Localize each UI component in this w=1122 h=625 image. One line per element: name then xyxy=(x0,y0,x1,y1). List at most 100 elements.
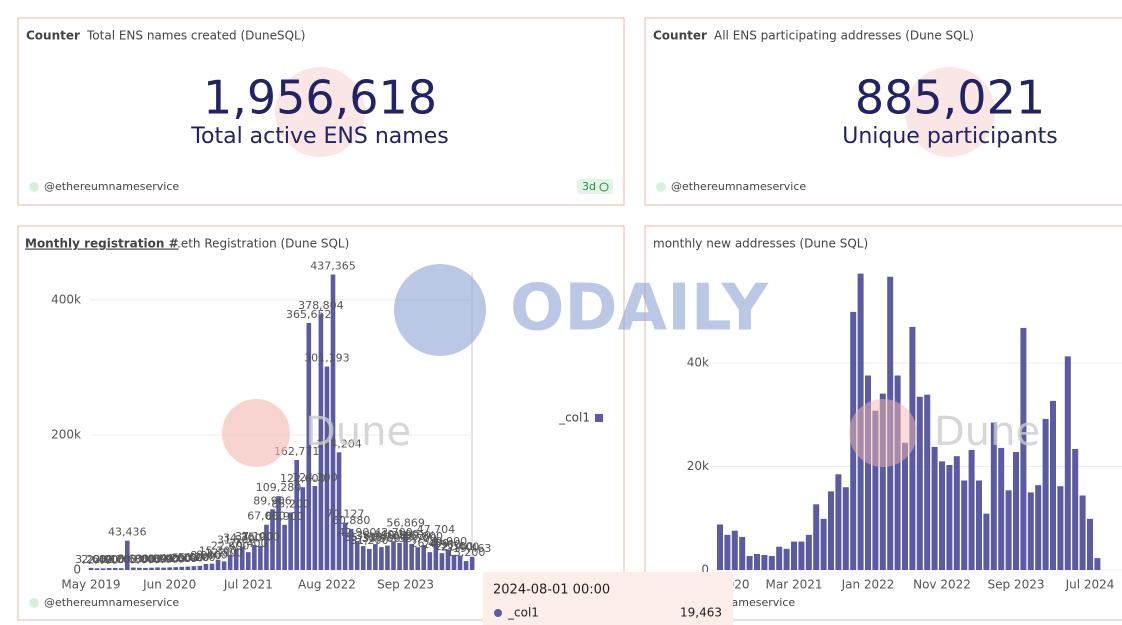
y-tick-label: 40k xyxy=(687,356,709,370)
bar xyxy=(282,524,287,570)
data-label: 38,600 xyxy=(392,529,431,542)
watermark-logo xyxy=(222,399,290,467)
data-label: 42,700 xyxy=(374,526,413,539)
watermark: ODAILY xyxy=(510,272,769,346)
bar xyxy=(902,442,908,570)
counter-title: All ENS participating addresses (Dune SQ… xyxy=(714,29,974,43)
bar xyxy=(324,366,330,570)
bar xyxy=(367,548,372,570)
logo-bg xyxy=(905,67,995,157)
x-tick-label: Mar 2021 xyxy=(766,578,823,592)
data-label: 67,000 xyxy=(247,510,286,523)
x-tick-label: Sep 2023 xyxy=(988,578,1045,592)
bar xyxy=(961,480,968,570)
bar xyxy=(761,555,768,570)
bar xyxy=(409,543,414,570)
data-label: 43,436 xyxy=(108,526,147,539)
y-tick-label: 0 xyxy=(701,563,709,577)
data-label: 26,400 xyxy=(411,537,450,550)
tooltip: 2024-08-01 00:00 _col1 19,463 xyxy=(483,572,733,625)
data-label: 3,600 xyxy=(118,553,150,566)
bar xyxy=(842,487,849,570)
bar xyxy=(348,528,354,570)
refresh[interactable]: 3d xyxy=(582,180,596,193)
chart-title: monthly new addresses (Dune SQL) xyxy=(653,237,868,251)
bar xyxy=(976,480,982,570)
data-label: 3,200 xyxy=(75,553,107,566)
bar xyxy=(813,504,820,570)
data-label: 89,906 xyxy=(253,494,292,507)
data-label: 40,100 xyxy=(380,528,419,541)
tab[interactable]: Monthly registration # xyxy=(25,237,179,251)
bar xyxy=(469,556,475,570)
owner[interactable]: @ethereumnameservice xyxy=(44,596,179,609)
data-label: 42,900 xyxy=(338,526,377,539)
bar xyxy=(879,393,886,570)
bar xyxy=(421,545,427,570)
data-label: 37,100 xyxy=(235,530,274,543)
data-label: 36,800 xyxy=(405,530,444,543)
data-label: 34,700 xyxy=(223,532,262,545)
owner[interactable]: @ethereumnameservice xyxy=(44,180,179,193)
bar xyxy=(203,563,209,570)
bar xyxy=(312,486,318,570)
bar xyxy=(197,565,203,570)
counter-caption: Unique participants xyxy=(842,124,1058,149)
bar xyxy=(439,553,445,570)
x-tick-label: Aug 2022 xyxy=(298,578,356,592)
bar xyxy=(173,567,178,570)
bar xyxy=(445,549,451,570)
bar xyxy=(791,541,797,570)
bar xyxy=(270,509,275,570)
data-label: 3,000 xyxy=(130,553,162,566)
bar xyxy=(1020,327,1027,570)
bar xyxy=(953,456,960,570)
bar xyxy=(118,568,124,570)
data-label: 19,463 xyxy=(453,542,492,555)
bar xyxy=(246,552,251,570)
bar xyxy=(252,544,257,570)
bar xyxy=(300,487,306,570)
bar xyxy=(94,568,100,570)
bar xyxy=(427,552,433,570)
data-label: 13,200 xyxy=(447,546,486,559)
x-tick-label: Sep 2023 xyxy=(377,578,434,592)
bar xyxy=(1027,492,1034,570)
data-label: 3,800 xyxy=(142,552,174,565)
data-label: 5,100 xyxy=(172,552,204,565)
counter-tag: Counter xyxy=(653,29,707,43)
bar xyxy=(149,567,154,570)
watermark-logo xyxy=(849,399,917,467)
tooltip-bg xyxy=(483,572,733,625)
x-tick-label: Nov 2022 xyxy=(913,578,971,592)
bar xyxy=(112,567,118,570)
avatar xyxy=(29,598,39,608)
bar xyxy=(1057,486,1064,570)
data-label: 6,200 xyxy=(184,551,216,564)
avatar xyxy=(29,182,39,192)
data-label: 2,900 xyxy=(93,553,125,566)
bar xyxy=(276,496,281,570)
bar xyxy=(191,566,197,570)
bar xyxy=(939,461,945,570)
bar xyxy=(946,465,953,570)
bar xyxy=(239,546,245,570)
data-label: 22,600 xyxy=(211,540,250,553)
bar xyxy=(739,536,746,570)
data-label: 8,900 xyxy=(190,549,222,562)
owner[interactable]: @ethereumnameservice xyxy=(671,180,806,193)
bar xyxy=(125,540,130,570)
bar xyxy=(1072,448,1079,570)
bar xyxy=(88,567,94,570)
x-tick-label: Jan 2022 xyxy=(841,578,895,592)
chart-title: .eth Registration (Dune SQL) xyxy=(177,237,349,251)
bar xyxy=(463,561,469,570)
bar xyxy=(403,531,408,570)
data-label: 3,400 xyxy=(136,553,168,566)
data-label: 2,600 xyxy=(81,553,113,566)
bar xyxy=(724,534,731,570)
data-label: 3,300 xyxy=(124,553,156,566)
data-label: 35,300 xyxy=(344,531,383,544)
bar xyxy=(288,512,293,570)
bar xyxy=(221,561,227,570)
